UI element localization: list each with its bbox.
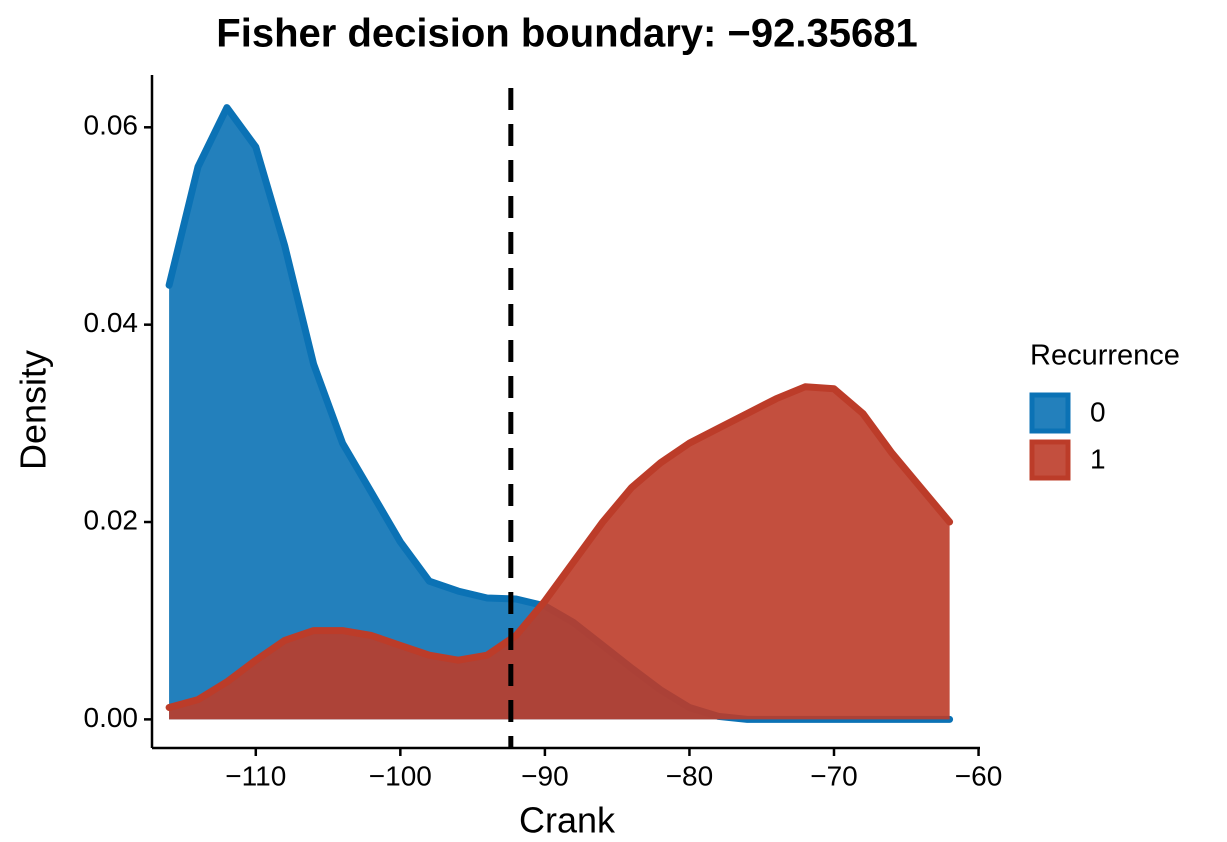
y-tick-label: 0.00 — [84, 702, 139, 733]
legend-key — [1029, 439, 1071, 481]
x-tick-label: −60 — [955, 760, 1003, 791]
y-tick-label: 0.06 — [84, 110, 139, 141]
chart-title: Fisher decision boundary: −92.35681 — [216, 12, 917, 56]
y-tick-label: 0.02 — [84, 504, 139, 535]
density-line — [165, 383, 954, 711]
x-tick-label: −90 — [521, 760, 569, 791]
density-area — [169, 107, 950, 720]
y-tick-label: 0.04 — [84, 307, 139, 338]
legend-label: 0 — [1090, 396, 1106, 427]
x-axis-title: Crank — [519, 800, 616, 841]
legend-key — [1029, 392, 1071, 434]
x-tick-label: −70 — [810, 760, 858, 791]
x-tick-label: −80 — [666, 760, 714, 791]
legend-label: 1 — [1090, 443, 1106, 474]
x-tick-label: −100 — [369, 760, 432, 791]
legend-title: Recurrence — [1030, 340, 1180, 372]
x-tick-label: −110 — [225, 760, 286, 791]
y-axis-title: Density — [13, 350, 54, 470]
